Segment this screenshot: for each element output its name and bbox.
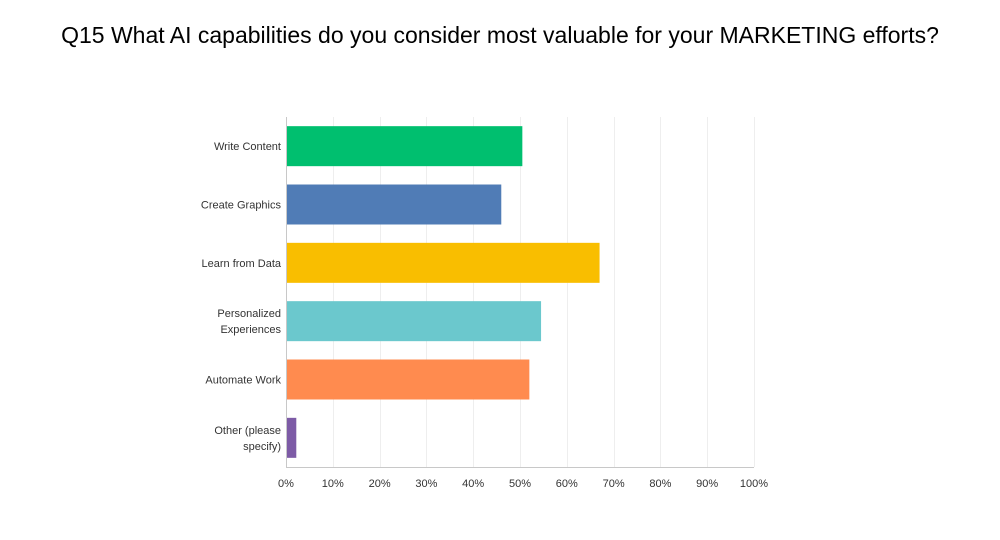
bars xyxy=(286,126,600,458)
x-tick-label: 0% xyxy=(278,478,294,490)
bar xyxy=(286,359,530,400)
bar xyxy=(286,417,297,458)
x-tick-label: 60% xyxy=(556,478,578,490)
x-tick-label: 80% xyxy=(649,478,671,490)
bar xyxy=(286,126,523,167)
category-label: Personalized Experiences xyxy=(217,308,281,336)
x-tick-label: 70% xyxy=(603,478,625,490)
category-label: Write Content xyxy=(214,141,281,153)
x-tick-label: 90% xyxy=(696,478,718,490)
category-labels: Write Content Create Graphics Learn from D… xyxy=(201,141,282,453)
bar xyxy=(286,301,542,342)
category-label: Other (please specify) xyxy=(214,425,281,453)
x-tick-label: 30% xyxy=(415,478,437,490)
x-tick-label: 100% xyxy=(740,478,768,490)
chart-title: Q15 What AI capabilities do you consider… xyxy=(61,22,939,48)
axes xyxy=(286,117,754,468)
x-tick-label: 50% xyxy=(509,478,531,490)
x-tick-label: 20% xyxy=(369,478,391,490)
grid-lines xyxy=(333,117,755,467)
bar xyxy=(286,184,502,225)
bar xyxy=(286,242,600,283)
category-label: Automate Work xyxy=(205,375,281,387)
x-tick-labels: 0% 10% 20% 30% 40% 50% 60% 70% 80% 90% 100% xyxy=(278,478,768,490)
category-label: Learn from Data xyxy=(202,258,282,270)
category-label: Create Graphics xyxy=(201,200,282,212)
x-tick-label: 10% xyxy=(322,478,344,490)
x-tick-label: 40% xyxy=(462,478,484,490)
